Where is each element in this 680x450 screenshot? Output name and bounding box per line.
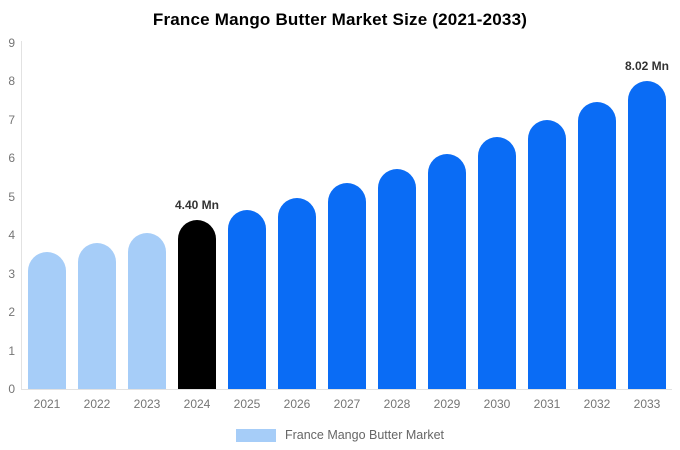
x-tick-label-2023: 2023 — [133, 397, 161, 411]
x-tick-label-2033: 2033 — [633, 397, 661, 411]
y-tick-label: 4 — [8, 228, 15, 243]
x-tick-label-2028: 2028 — [383, 397, 411, 411]
y-tick-label: 0 — [8, 382, 15, 396]
x-tick-label-2027: 2027 — [333, 397, 361, 411]
bar-2033 — [628, 80, 666, 389]
bar-2024 — [178, 219, 216, 389]
x-tick-label-2030: 2030 — [483, 397, 511, 411]
bar-2030 — [478, 137, 516, 389]
y-axis-line — [21, 41, 22, 389]
bar-2028 — [378, 169, 416, 389]
y-tick-label: 7 — [8, 112, 15, 127]
bar-2032 — [578, 101, 616, 389]
bar-slot-2031: 2031 — [522, 43, 572, 411]
x-tick-label-2031: 2031 — [533, 397, 561, 411]
bar-value-label-2024: 4.40 Mn — [174, 197, 220, 212]
bar-2027 — [328, 182, 366, 389]
bars-container: 2021 2022 2023 4.40 Mn 2024 2025 2026 2027 2028 2… — [22, 43, 672, 411]
bar-slot-2022: 2022 — [72, 43, 122, 411]
bar-2022 — [78, 242, 116, 389]
legend-label: France Mango Butter Market — [284, 428, 445, 442]
bar-2026 — [278, 197, 316, 389]
y-tick-label: 3 — [8, 266, 15, 281]
bar-2021 — [28, 252, 66, 389]
bar-slot-2021: 2021 — [22, 43, 72, 411]
chart-title: France Mango Butter Market Size (2021-20… — [152, 10, 528, 29]
bar-slot-2024: 4.40 Mn 2024 — [172, 43, 222, 411]
bar-slot-2032: 2032 — [572, 43, 622, 411]
x-tick-label-2022: 2022 — [83, 397, 111, 411]
y-tick-label: 2 — [8, 305, 15, 320]
bar-2025 — [228, 209, 266, 389]
bar-2029 — [428, 153, 466, 389]
y-tick-label: 8 — [8, 74, 15, 89]
x-tick-label-2032: 2032 — [583, 397, 611, 411]
bar-slot-2028: 2028 — [372, 43, 422, 411]
bar-2031 — [528, 119, 566, 389]
x-tick-label-2024: 2024 — [183, 397, 211, 411]
legend: France Mango Butter Market — [0, 428, 680, 442]
y-tick-label: 1 — [8, 343, 15, 358]
x-tick-label-2021: 2021 — [33, 397, 61, 411]
x-tick-label-2026: 2026 — [283, 397, 311, 411]
bar-slot-2023: 2023 — [122, 43, 172, 411]
y-tick-label: 5 — [8, 189, 15, 204]
x-axis-line — [21, 389, 672, 390]
y-tick-label: 6 — [8, 151, 15, 166]
bar-slot-2027: 2027 — [322, 43, 372, 411]
bar-2023 — [128, 232, 166, 389]
legend-swatch — [235, 428, 276, 442]
bar-slot-2029: 2029 — [422, 43, 472, 411]
bar-slot-2025: 2025 — [222, 43, 272, 411]
x-tick-label-2029: 2029 — [433, 397, 461, 411]
y-tick-label: 9 — [8, 36, 15, 50]
bar-slot-2033: 8.02 Mn 2033 — [622, 43, 672, 411]
bar-value-label-2033: 8.02 Mn — [624, 58, 670, 73]
bar-slot-2026: 2026 — [272, 43, 322, 411]
bar-slot-2030: 2030 — [472, 43, 522, 411]
x-tick-label-2025: 2025 — [233, 397, 261, 411]
